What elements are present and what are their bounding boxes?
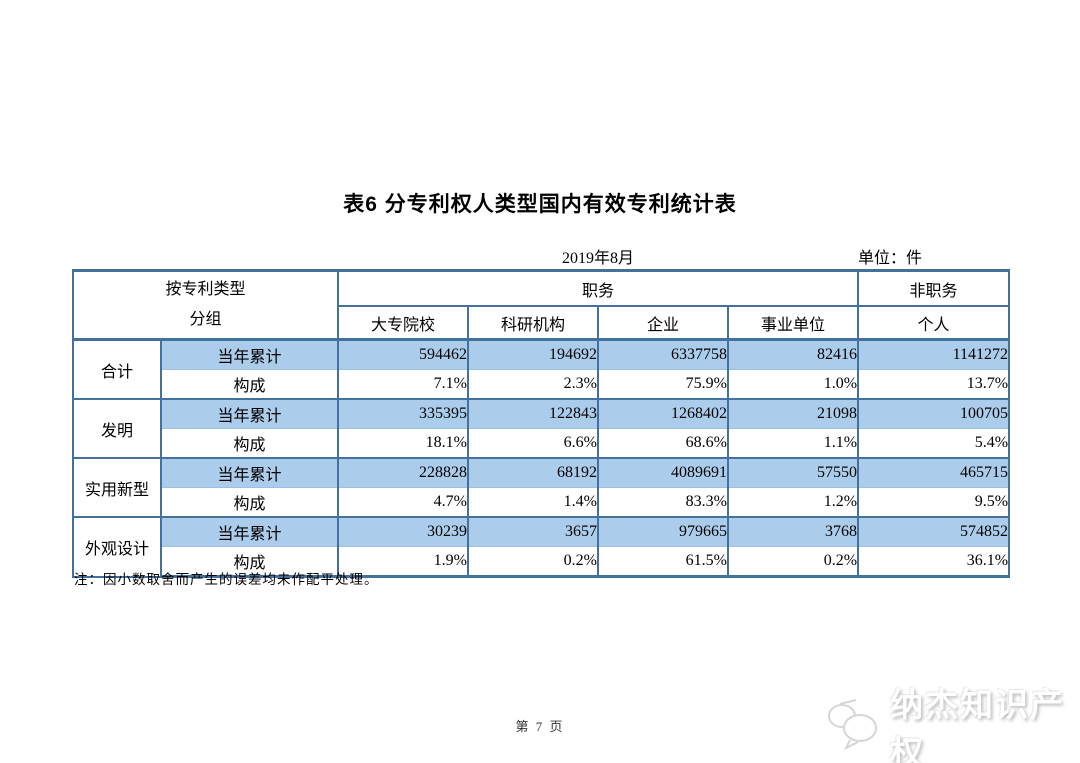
cell-value: 75.9% [597,369,729,400]
cell-value: 1.2% [726,487,860,518]
metric-label: 构成 [160,546,339,578]
cell-value: 335395 [337,398,469,429]
cell-value: 1.9% [337,546,469,578]
cell-value: 1.0% [726,369,860,400]
cell-value: 0.2% [726,546,860,578]
rowgroup-total: 合计 [72,339,162,400]
cell-value: 122843 [467,398,599,429]
metric-label: 当年累计 [160,338,339,370]
cell-value: 18.1% [337,428,469,459]
cell-value: 4089691 [597,457,729,488]
cell-value: 82416 [726,338,860,370]
cell-value: 6337758 [597,338,729,370]
cell-value: 194692 [467,338,599,370]
rowgroup-design: 外观设计 [72,517,162,578]
col-header-universities: 大专院校 [337,305,469,341]
cell-value: 9.5% [857,487,1011,518]
metric-label: 当年累计 [160,516,339,547]
cell-value: 57550 [726,457,860,488]
table-title: 表6 分专利权人类型国内有效专利统计表 [343,193,737,216]
metric-label: 构成 [160,428,339,459]
cell-value: 465715 [857,457,1011,488]
page-number: 第 7 页 [515,719,565,734]
col-header-public-institutions: 事业单位 [726,305,860,341]
cell-value: 100705 [857,398,1011,429]
header-duty: 职务 [336,269,860,307]
header-non-duty: 非职务 [857,269,1011,307]
watermark: 纳杰知识产权 [826,678,1080,763]
watermark-logo-icon [826,698,884,755]
cell-value: 36.1% [857,546,1011,578]
metric-label: 构成 [160,369,339,400]
metric-label: 当年累计 [160,398,339,429]
cell-value: 2.3% [467,369,599,400]
col-header-individuals: 个人 [857,305,1011,341]
cell-value: 21098 [726,398,860,429]
cell-value: 1268402 [597,398,729,429]
col-header-research-institutes: 科研机构 [467,305,599,341]
cell-value: 68.6% [597,428,729,459]
cell-value: 594462 [337,338,469,370]
header-group-by-line1: 按专利类型 [165,280,246,298]
rowgroup-invention: 发明 [72,399,162,459]
cell-value: 13.7% [857,369,1011,400]
header-group-by: 按专利类型 分组 [72,269,339,341]
metric-label: 当年累计 [160,457,339,488]
cell-value: 6.6% [467,428,599,459]
cell-value: 4.7% [337,487,469,518]
header-row-1: 按专利类型 分组 职务 非职务 [72,269,1011,341]
metric-label: 构成 [160,487,339,518]
cell-value: 3768 [726,516,860,547]
header-row-2: 大专院校 科研机构 企业 事业单位 个人 [73,305,1011,341]
table-footnote: 注：因小数取舍而产生的误差均未作配平处理。 [74,572,379,587]
table-row: 构成 1.9% 0.2% 61.5% 0.2% 36.1% [73,546,1011,578]
cell-value: 1141272 [857,338,1011,370]
cell-value: 7.1% [337,369,469,400]
table-row: 实用新型 当年累计 228828 68192 4089691 57550 465… [72,457,1011,518]
unit-label: 单位：件 [858,242,1010,272]
cell-value: 30239 [337,516,469,547]
cell-value: 3657 [467,516,599,547]
cell-value: 1.4% [467,487,599,518]
col-header-enterprises: 企业 [597,305,729,341]
rowgroup-utility-model: 实用新型 [72,458,162,518]
cell-value: 83.3% [597,487,729,518]
cell-value: 68192 [467,457,599,488]
caption-row: 2019年8月 单位：件 [73,242,1010,272]
cell-value: 61.5% [597,546,729,578]
cell-value: 1.1% [726,428,860,459]
patent-statistics-table: 2019年8月 单位：件 按专利类型 分组 职务 非职务 大专院校 科研机构 企… [72,242,1011,578]
cell-value: 0.2% [467,546,599,578]
table-row: 构成 4.7% 1.4% 83.3% 1.2% 9.5% [73,487,1011,518]
table-row: 合计 当年累计 594462 194692 6337758 82416 1141… [72,338,1011,400]
caption-spacer [73,242,338,272]
report-date: 2019年8月 [338,242,859,272]
cell-value: 5.4% [857,428,1011,459]
cell-value: 979665 [597,516,729,547]
watermark-text: 纳杰知识产权 [890,686,1065,763]
table-row: 构成 7.1% 2.3% 75.9% 1.0% 13.7% [73,369,1011,400]
cell-value: 228828 [337,457,469,488]
cell-value: 574852 [857,516,1011,547]
table-row: 构成 18.1% 6.6% 68.6% 1.1% 5.4% [73,428,1011,459]
table-row: 发明 当年累计 335395 122843 1268402 21098 1007… [72,398,1011,459]
table-row: 外观设计 当年累计 30239 3657 979665 3768 574852 [72,516,1011,578]
header-group-by-line2: 分组 [189,311,222,328]
